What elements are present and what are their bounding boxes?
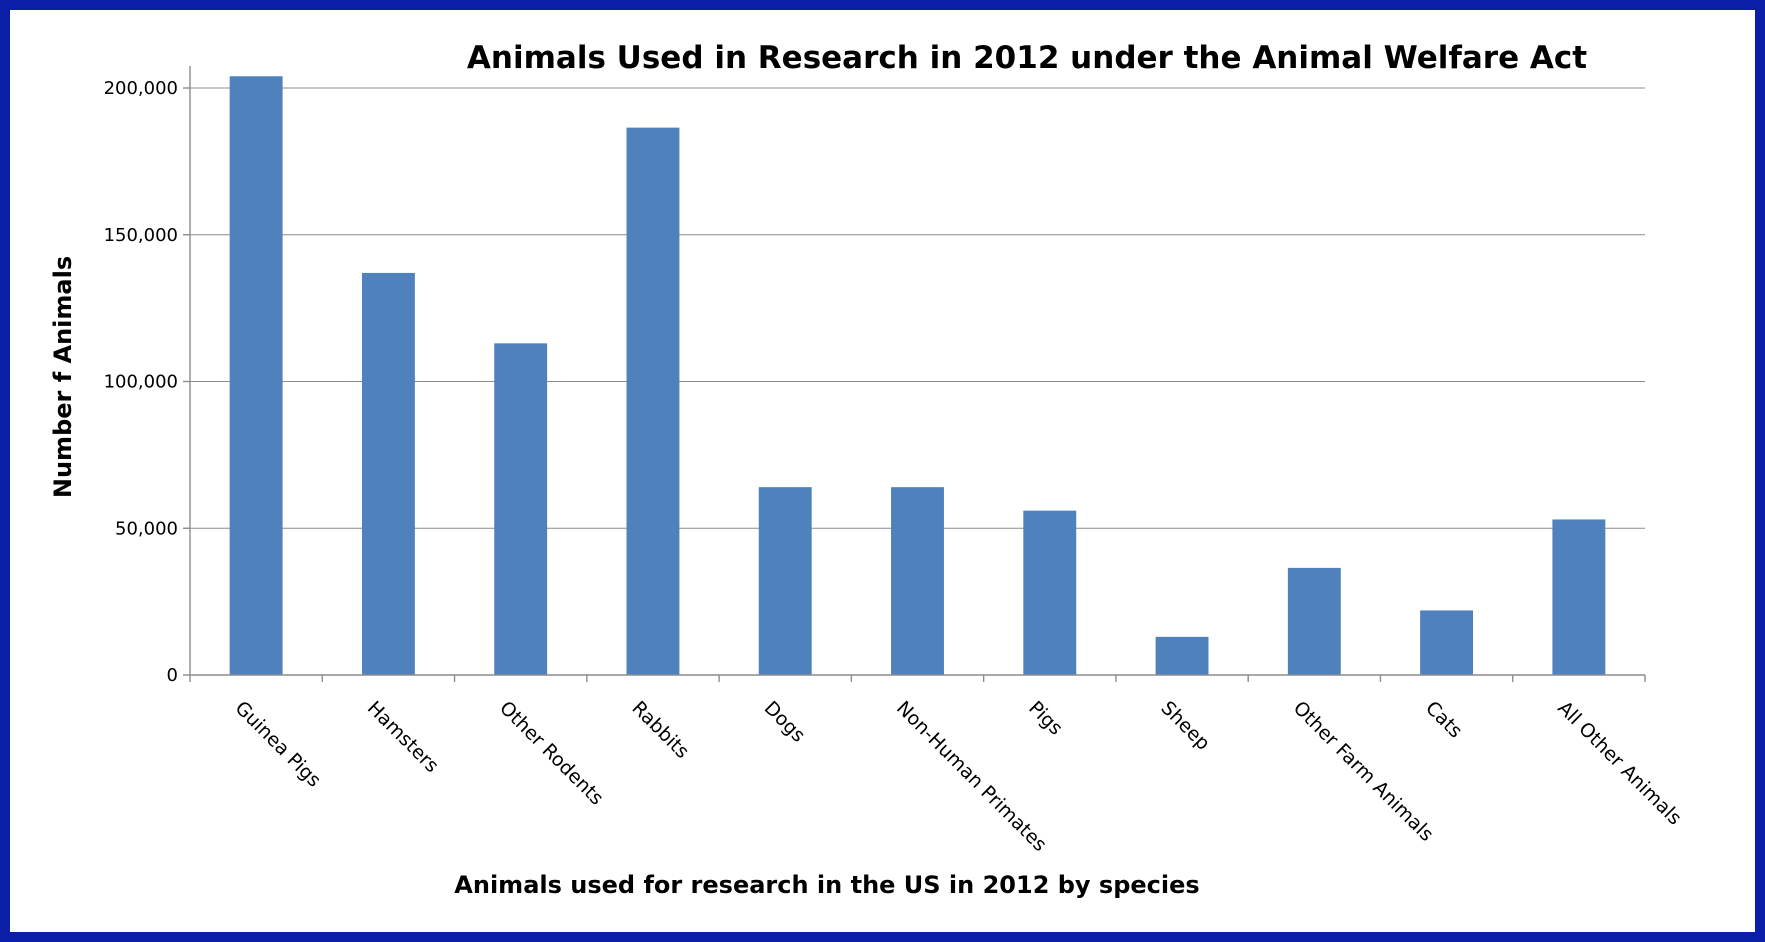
bar bbox=[626, 127, 680, 675]
bars bbox=[229, 76, 1606, 675]
x-tick-label: Hamsters bbox=[363, 697, 443, 777]
bar bbox=[1552, 519, 1606, 675]
x-tick-label: Other Rodents bbox=[495, 697, 608, 810]
bar bbox=[1023, 510, 1077, 675]
x-tick-label: Cats bbox=[1421, 697, 1466, 742]
x-tick-label: Guinea Pigs bbox=[231, 697, 326, 792]
bar bbox=[891, 487, 944, 675]
x-tick-label: Dogs bbox=[760, 697, 810, 747]
x-axis-title: Animals used for research in the US in 2… bbox=[454, 871, 1199, 899]
bar bbox=[1287, 567, 1341, 675]
x-tick-label: Other Farm Animals bbox=[1289, 697, 1438, 846]
bar bbox=[758, 487, 812, 675]
x-tick-label: All Other Animals bbox=[1553, 697, 1685, 829]
bar bbox=[1420, 610, 1474, 675]
y-tick-labels: 0 50,000 100,000 150,000 200,000 bbox=[104, 78, 178, 686]
x-tick-label: Rabbits bbox=[627, 697, 693, 763]
bar-chart: Animals Used in Research in 2012 under t… bbox=[49, 40, 1686, 899]
bar bbox=[1155, 636, 1209, 675]
y-tick-label: 50,000 bbox=[115, 518, 178, 539]
y-tick-label: 0 bbox=[167, 665, 178, 686]
x-tick-labels: Guinea Pigs Hamsters Other Rodents Rabbits D… bbox=[231, 697, 1686, 856]
bar bbox=[229, 76, 283, 675]
x-tick-label: Non-Human Primates bbox=[892, 697, 1051, 856]
chart-title: Animals Used in Research in 2012 under t… bbox=[467, 40, 1587, 76]
bar bbox=[361, 272, 415, 675]
chart-frame: Animals Used in Research in 2012 under t… bbox=[10, 10, 1755, 932]
x-tick-label: Pigs bbox=[1024, 697, 1067, 740]
y-tick-label: 150,000 bbox=[104, 225, 178, 246]
y-axis-title: Number f Animals bbox=[49, 256, 77, 498]
bar bbox=[494, 343, 548, 675]
x-tick-label: Sheep bbox=[1157, 697, 1215, 755]
y-tick-label: 200,000 bbox=[104, 78, 178, 99]
y-tick-label: 100,000 bbox=[104, 372, 178, 393]
axes bbox=[183, 66, 1646, 682]
